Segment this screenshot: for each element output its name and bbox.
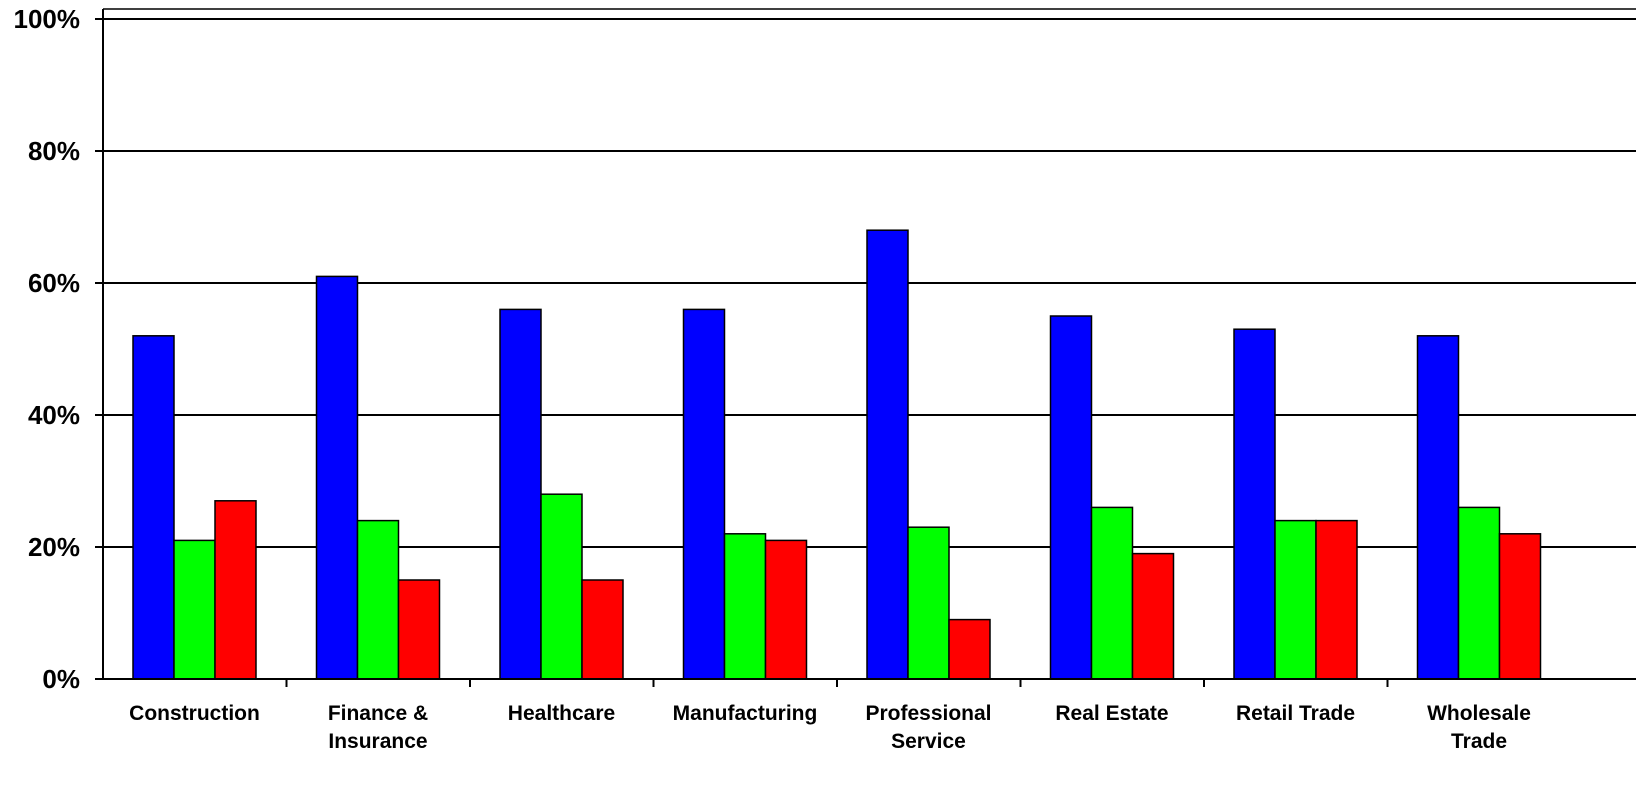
x-tick-label-line: Construction	[129, 702, 260, 725]
y-tick-label: 100%	[14, 4, 81, 34]
bar-blue-0	[132, 335, 175, 680]
x-tick-label: Finance & Insurance	[328, 702, 428, 753]
bar-blue-5	[1049, 315, 1093, 680]
x-tick-label-line: Retail Trade	[1236, 702, 1355, 725]
y-tick-label: 80%	[28, 136, 80, 166]
x-tick-label-line: Healthcare	[508, 702, 615, 725]
x-tick-label: Real Estate	[1055, 702, 1168, 725]
bar-green-2	[540, 493, 583, 680]
bar-green-3	[723, 533, 767, 680]
x-tick-label-line: Insurance	[328, 730, 427, 753]
x-tick-label: Manufacturing	[673, 702, 818, 725]
x-tick-label: Healthcare	[508, 702, 615, 725]
x-tick-label: Wholesale Trade	[1427, 702, 1531, 753]
y-tick-label: 40%	[28, 400, 80, 430]
bar-blue-3	[682, 308, 726, 680]
bar-green-5	[1090, 506, 1134, 680]
bar-green-0	[173, 539, 216, 680]
bar-green-1	[356, 519, 400, 680]
bar-green-7	[1457, 506, 1501, 680]
bar-blue-7	[1416, 335, 1460, 680]
bar-red-6	[1315, 519, 1358, 680]
x-tick-label-line: Manufacturing	[673, 702, 818, 725]
bars	[132, 229, 1542, 680]
x-tick-label-line: Professional	[865, 702, 991, 725]
bar-blue-4	[866, 229, 909, 680]
axes	[95, 8, 1636, 687]
bar-red-4	[948, 618, 991, 680]
y-tick-label: 20%	[28, 532, 80, 562]
axis-labels: 0% 20% 40% 60% 80% 100% Construction Finance & I…	[14, 4, 1531, 753]
bar-green-4	[907, 526, 950, 680]
x-tick-label: Professional Service	[865, 702, 991, 753]
x-tick-label-line: Finance &	[328, 702, 428, 725]
bar-red-1	[397, 579, 441, 680]
bar-green-6	[1274, 519, 1317, 680]
x-tick-label: Construction	[129, 702, 260, 725]
bar-red-0	[214, 500, 257, 680]
x-tick-label-line: Real Estate	[1055, 702, 1168, 725]
bar-red-7	[1498, 533, 1542, 680]
bar-blue-6	[1233, 328, 1276, 680]
bar-red-2	[581, 579, 624, 680]
y-tick-label: 0%	[42, 664, 80, 694]
x-tick-label-line: Service	[891, 730, 966, 753]
y-tick-label: 60%	[28, 268, 80, 298]
x-tick-label: Retail Trade	[1236, 702, 1355, 725]
bar-blue-2	[499, 308, 542, 680]
bar-blue-1	[315, 275, 359, 680]
bar-red-3	[764, 539, 808, 680]
x-tick-label-line: Wholesale	[1427, 702, 1531, 725]
x-tick-label-line: Trade	[1451, 730, 1507, 753]
bar-red-5	[1131, 552, 1175, 680]
